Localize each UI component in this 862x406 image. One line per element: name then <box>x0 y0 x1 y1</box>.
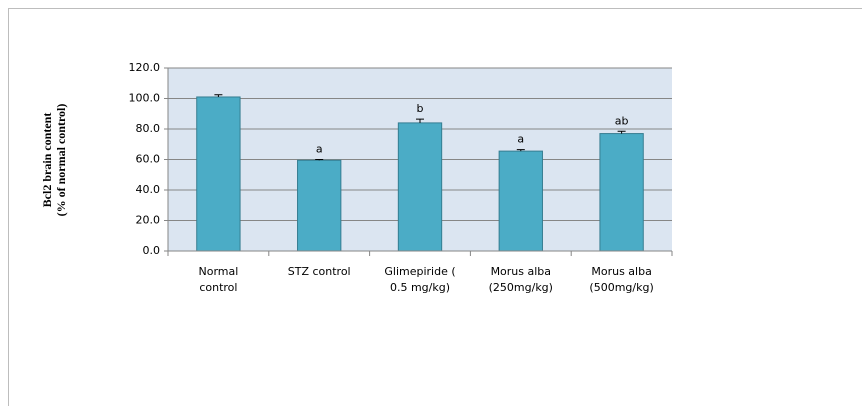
error-bar <box>416 118 424 123</box>
x-tick-label: control <box>199 281 237 294</box>
error-bar <box>617 130 626 134</box>
x-tick-label: 0.5 mg/kg) <box>390 281 450 294</box>
error-bar <box>315 159 324 161</box>
data-annotation: a <box>316 143 323 156</box>
y-axis-label: Bcl2 brain content (% of normal control) <box>40 104 68 217</box>
data-annotation: a <box>517 133 524 146</box>
bar <box>498 150 543 252</box>
bar <box>599 133 644 252</box>
x-tick-label: Normal <box>198 265 238 278</box>
x-tick-label: Morus alba <box>591 265 651 278</box>
x-tick-label: (500mg/kg) <box>589 281 653 294</box>
data-annotation: ab <box>615 114 629 127</box>
x-tick-label: STZ control <box>288 265 351 278</box>
y-tick-label: 120.0 <box>129 61 161 74</box>
bar <box>196 96 241 252</box>
y-tick-label: 40.0 <box>136 183 161 196</box>
y-tick-label: 20.0 <box>136 214 161 227</box>
y-tick-label: 80.0 <box>136 122 161 135</box>
y-axis-label-line: (% of normal control) <box>54 104 68 217</box>
x-tick-label: (250mg/kg) <box>489 281 553 294</box>
bar <box>297 159 342 252</box>
y-tick-label: 60.0 <box>136 153 161 166</box>
data-annotation: b <box>417 102 424 115</box>
y-axis-label-line: Bcl2 brain content <box>40 113 54 208</box>
y-tick-label: 0.0 <box>143 244 161 257</box>
error-bar <box>516 149 525 152</box>
bar <box>397 122 443 252</box>
error-bar <box>214 94 223 97</box>
x-tick-label: Glimepiride ( <box>384 265 455 278</box>
y-tick-label: 100.0 <box>129 92 161 105</box>
x-tick-label: Morus alba <box>491 265 551 278</box>
